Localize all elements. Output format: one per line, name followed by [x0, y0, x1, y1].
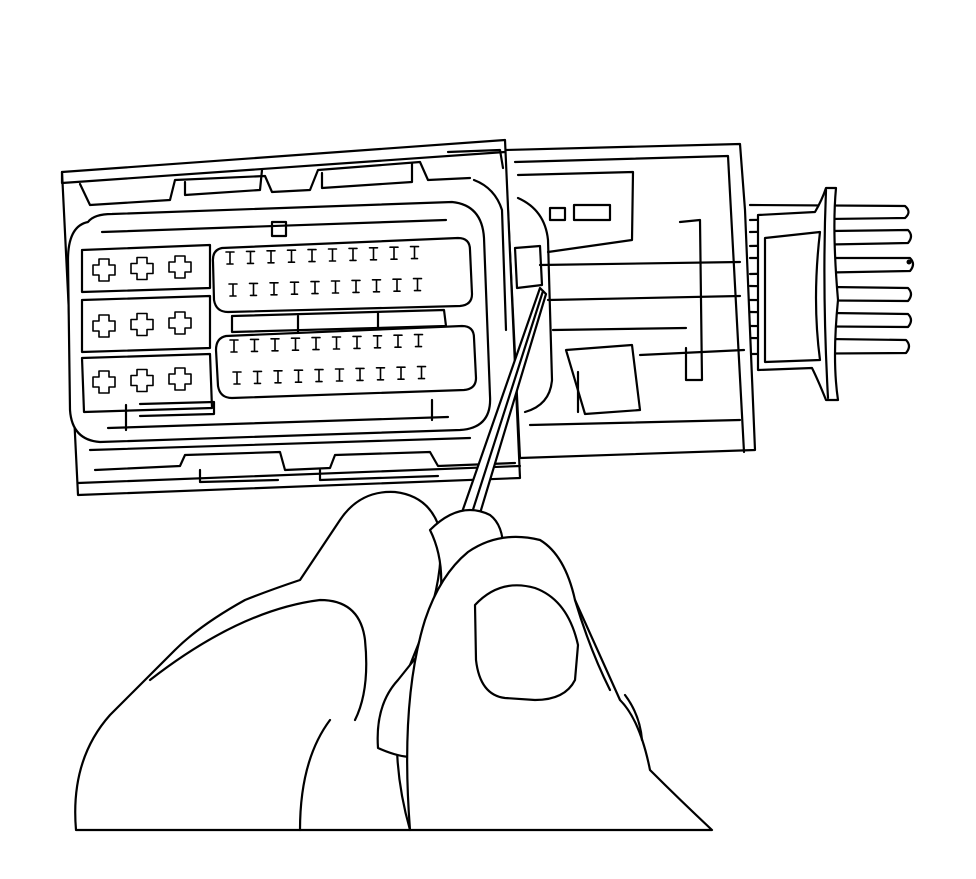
- upper-terminal-block: [211, 236, 474, 314]
- terminal-cavity: [286, 249, 297, 263]
- terminal-cavity: [290, 337, 301, 351]
- lower-terminal-block: [214, 324, 478, 400]
- large-terminal-cavity: [130, 256, 154, 281]
- terminal-cavity: [228, 283, 238, 297]
- terminal-cavity: [248, 282, 259, 297]
- terminal-cavity: [225, 251, 235, 265]
- large-terminal-cavity: [168, 367, 192, 391]
- terminal-cavity: [310, 280, 320, 295]
- terminal-cavity: [372, 335, 383, 349]
- large-terminal-cavity: [92, 370, 116, 394]
- terminal-cavity: [371, 279, 382, 293]
- terminal-cavity: [331, 336, 342, 350]
- terminal-cavity: [289, 281, 300, 295]
- terminal-cavity: [249, 338, 260, 353]
- terminal-cavity: [245, 250, 256, 265]
- large-terminal-cavity: [92, 258, 116, 282]
- terminal-cavity: [416, 365, 427, 380]
- terminal-cavity: [334, 368, 345, 382]
- terminal-cavity: [351, 279, 361, 294]
- large-terminal-cavity: [130, 312, 154, 337]
- terminal-cavity: [252, 370, 263, 385]
- lower-terminal-row-b: [232, 365, 427, 385]
- terminal-cavity: [311, 336, 321, 351]
- strain-relief-boot: [756, 186, 840, 402]
- hand: [74, 490, 714, 832]
- terminal-cavity: [293, 369, 304, 383]
- terminal-cavity: [368, 247, 379, 261]
- large-terminal-cavity: [92, 314, 116, 338]
- terminal-cavity: [330, 280, 341, 294]
- terminal-cavity: [273, 370, 283, 384]
- terminal-cavity: [229, 339, 239, 353]
- connector-lock-window: [472, 178, 554, 414]
- terminal-cavity: [352, 335, 362, 350]
- terminal-cavity: [392, 278, 402, 292]
- connector-face: [66, 200, 492, 444]
- terminal-cavity: [270, 338, 280, 352]
- terminal-cavity: [269, 282, 279, 296]
- terminal-cavity: [232, 371, 242, 385]
- upper-terminal-row-b: [228, 277, 423, 297]
- lower-terminal-row-a: [229, 333, 424, 353]
- large-terminal-cavity: [168, 311, 192, 335]
- terminal-cavity: [266, 250, 276, 264]
- terminal-cavity: [413, 333, 424, 348]
- terminal-cavity: [314, 368, 324, 383]
- terminal-cavity: [327, 248, 338, 262]
- large-cavity-block: [80, 243, 214, 414]
- terminal-cavity: [307, 248, 317, 263]
- terminal-cavity: [355, 367, 365, 382]
- terminal-cavity: [396, 366, 406, 380]
- terminal-cavity: [393, 334, 403, 348]
- terminal-cavity: [409, 245, 420, 260]
- terminal-cavity: [348, 247, 358, 262]
- large-terminal-cavity: [130, 368, 154, 393]
- terminal-cavity: [389, 246, 399, 260]
- terminal-cavity: [375, 367, 386, 381]
- large-terminal-cavity: [168, 255, 192, 279]
- terminal-cavity: [412, 277, 423, 292]
- upper-terminal-row-a: [225, 245, 420, 265]
- wire-harness: [748, 203, 915, 356]
